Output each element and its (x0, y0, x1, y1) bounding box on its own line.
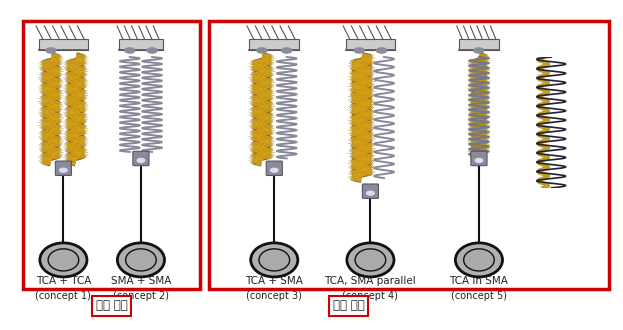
Text: TCA in SMA: TCA in SMA (450, 276, 508, 286)
Circle shape (475, 158, 483, 162)
Bar (459, 39, 499, 50)
Text: (concept 2): (concept 2) (113, 291, 169, 301)
Circle shape (282, 48, 292, 53)
FancyBboxPatch shape (363, 184, 379, 198)
Text: (concept 3): (concept 3) (246, 291, 302, 301)
Ellipse shape (126, 249, 156, 271)
Text: (concept 5): (concept 5) (451, 291, 507, 301)
Circle shape (60, 168, 67, 172)
Circle shape (377, 48, 386, 53)
Bar (249, 39, 299, 50)
Ellipse shape (48, 249, 78, 271)
Circle shape (46, 48, 56, 53)
Text: 기존 방식: 기존 방식 (96, 299, 128, 312)
Ellipse shape (40, 243, 87, 277)
Text: SMA + SMA: SMA + SMA (111, 276, 171, 286)
FancyBboxPatch shape (266, 161, 282, 176)
Circle shape (367, 191, 374, 195)
Ellipse shape (259, 249, 290, 271)
Ellipse shape (117, 243, 164, 277)
Circle shape (257, 48, 267, 53)
Text: (concept 4): (concept 4) (343, 291, 398, 301)
Circle shape (270, 168, 278, 172)
Ellipse shape (464, 249, 494, 271)
Bar (346, 39, 395, 50)
Ellipse shape (347, 243, 394, 277)
Circle shape (147, 48, 157, 53)
Text: (concept 1): (concept 1) (36, 291, 92, 301)
Ellipse shape (250, 243, 298, 277)
Circle shape (137, 158, 145, 162)
Text: TCA + TCA: TCA + TCA (36, 276, 91, 286)
Circle shape (125, 48, 135, 53)
Ellipse shape (455, 243, 503, 277)
Text: TCA, SMA parallel: TCA, SMA parallel (325, 276, 416, 286)
FancyBboxPatch shape (55, 161, 72, 176)
FancyBboxPatch shape (133, 151, 149, 166)
Bar (39, 39, 88, 50)
Circle shape (474, 48, 484, 53)
Bar (119, 39, 163, 50)
Text: 개선 방식: 개선 방식 (333, 299, 364, 312)
Ellipse shape (355, 249, 386, 271)
FancyBboxPatch shape (471, 151, 487, 166)
Circle shape (354, 48, 364, 53)
Text: TCA + SMA: TCA + SMA (245, 276, 303, 286)
